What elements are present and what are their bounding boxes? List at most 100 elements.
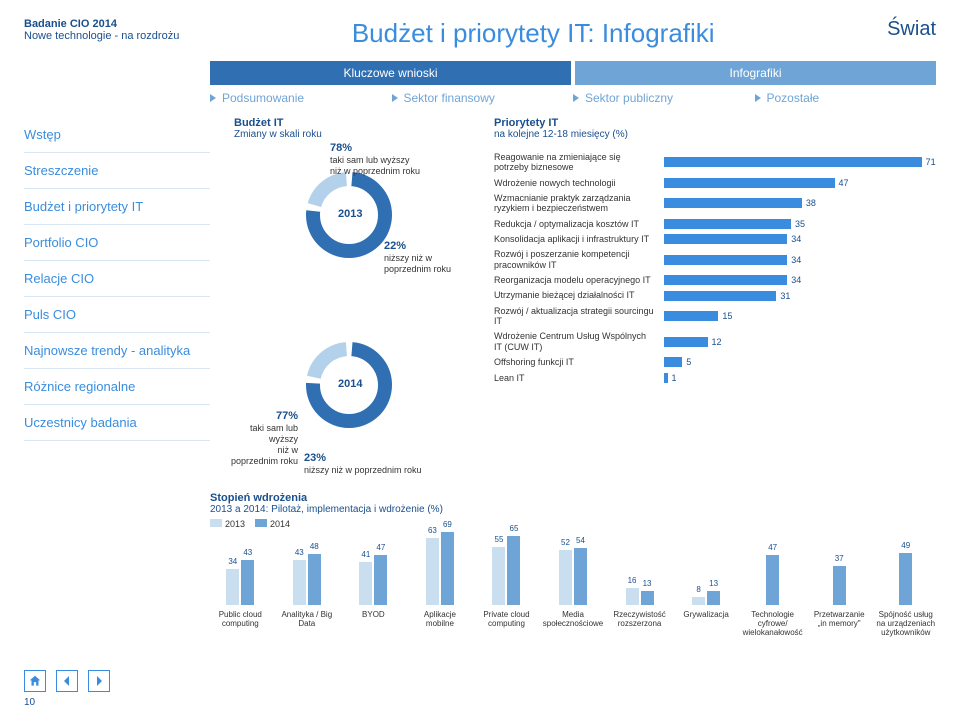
hbar-track: 1 xyxy=(664,373,936,383)
sidebar-item[interactable]: Portfolio CIO xyxy=(24,225,210,261)
subtab-other[interactable]: Pozostałe xyxy=(755,87,937,109)
hbar-fill xyxy=(664,178,835,188)
hbar-row: Wdrożenie Centrum Usług Wspólnych IT (CU… xyxy=(494,331,936,352)
bar-2013: 41 xyxy=(359,562,372,605)
hbar-track: 34 xyxy=(664,234,936,244)
gb-label: Private cloud computing xyxy=(476,611,537,635)
hbar-fill xyxy=(664,357,682,367)
hbar-row: Reagowanie na zmieniające się potrzeby b… xyxy=(494,152,936,173)
bar-2014: 43 xyxy=(241,560,254,605)
bar-2013: 34 xyxy=(226,569,239,605)
tab-key-findings[interactable]: Kluczowe wnioski xyxy=(210,61,571,85)
chevron-right-icon xyxy=(210,94,216,102)
hbar-track: 15 xyxy=(664,311,936,321)
bar-2014: 37 xyxy=(833,566,846,605)
donut-subheading: Zmiany w skali roku xyxy=(234,129,464,140)
footer-nav xyxy=(24,670,110,692)
adoption-chart: Stopień wdrożenia 2013 a 2014: Pilotaż, … xyxy=(210,492,936,635)
hbar-value: 71 xyxy=(926,157,936,167)
hbar-label: Reorganizacja modelu operacyjnego IT xyxy=(494,275,664,285)
bar-2014: 13 xyxy=(707,591,720,605)
tab-infographics[interactable]: Infografiki xyxy=(575,61,936,85)
hbar-value: 34 xyxy=(791,255,801,265)
sub-tabs: Podsumowanie Sektor finansowy Sektor pub… xyxy=(210,87,936,109)
report-header: Badanie CIO 2014 Nowe technologie - na r… xyxy=(24,18,179,42)
hbar-fill xyxy=(664,373,668,383)
sidebar-item[interactable]: Najnowsze trendy - analityka xyxy=(24,333,210,369)
legend-label-2013: 2013 xyxy=(225,519,245,529)
legend-label-2014: 2014 xyxy=(270,519,290,529)
study-name: Badanie CIO 2014 xyxy=(24,18,179,30)
donut-2013: 2013 78%taki sam lub wyższyniż w poprzed… xyxy=(234,140,464,310)
gb-label: Rzeczywistość rozszerzona xyxy=(609,611,670,635)
hbar-track: 47 xyxy=(664,178,936,188)
page-title: Budżet i priorytety IT: Infografiki xyxy=(352,18,715,49)
hbar-value: 47 xyxy=(839,178,849,188)
bar-2014: 65 xyxy=(507,536,520,605)
donut-year: 2013 xyxy=(338,208,362,220)
hbar-row: Rozwój i poszerzanie kompetencji pracown… xyxy=(494,249,936,270)
gb-label: BYOD xyxy=(362,611,385,635)
hbar-track: 31 xyxy=(664,291,936,301)
sidebar-item[interactable]: Uczestnicy badania xyxy=(24,405,210,441)
gb-group: 49 Spójność usług na urządzeniach użytko… xyxy=(875,531,936,635)
hbar-fill xyxy=(664,291,776,301)
hbar-label: Lean IT xyxy=(494,373,664,383)
prev-button[interactable] xyxy=(56,670,78,692)
hbar-fill xyxy=(664,198,802,208)
bar-2013: 8 xyxy=(692,597,705,605)
budget-donuts: Budżet IT Zmiany w skali roku 2013 78%ta… xyxy=(234,117,464,480)
sidebar-item[interactable]: Puls CIO xyxy=(24,297,210,333)
adoption-legend: 2013 2014 xyxy=(210,519,936,529)
hbar-fill xyxy=(664,337,708,347)
hbar-fill xyxy=(664,234,787,244)
bars-subheading: na kolejne 12-18 miesięcy (%) xyxy=(494,129,936,140)
hbar-value: 31 xyxy=(780,291,790,301)
gb-group: 55 65 Private cloud computing xyxy=(476,531,537,635)
legend-swatch-2014 xyxy=(255,519,267,527)
hbar-label: Reagowanie na zmieniające się potrzeby b… xyxy=(494,152,664,173)
chevron-right-icon xyxy=(755,94,761,102)
hbar-track: 12 xyxy=(664,337,936,347)
sidebar-item[interactable]: Relacje CIO xyxy=(24,261,210,297)
sidebar-item[interactable]: Różnice regionalne xyxy=(24,369,210,405)
bar-2013: 43 xyxy=(293,560,306,605)
hbar-track: 71 xyxy=(664,157,936,167)
home-button[interactable] xyxy=(24,670,46,692)
hbar-row: Redukcja / optymalizacja kosztów IT 35 xyxy=(494,219,936,229)
hbar-row: Konsolidacja aplikacji i infrastruktury … xyxy=(494,234,936,244)
hbar-fill xyxy=(664,157,922,167)
gb-label: Analityka / Big Data xyxy=(277,611,338,635)
hbar-track: 35 xyxy=(664,219,936,229)
sidebar-nav: WstępStreszczenieBudżet i priorytety ITP… xyxy=(24,109,210,480)
chevron-right-icon xyxy=(94,676,104,686)
gb-group: 63 69 Aplikacje mobilne xyxy=(410,531,471,635)
hbar-label: Wdrożenie nowych technologii xyxy=(494,178,664,188)
hbar-label: Konsolidacja aplikacji i infrastruktury … xyxy=(494,234,664,244)
hbar-fill xyxy=(664,255,787,265)
subtab-summary[interactable]: Podsumowanie xyxy=(210,87,392,109)
bar-2013: 55 xyxy=(492,547,505,605)
page-number: 10 xyxy=(24,697,35,708)
tab-infographics-label: Infografiki xyxy=(729,66,781,80)
sidebar-item[interactable]: Budżet i priorytety IT xyxy=(24,189,210,225)
home-icon xyxy=(28,674,42,688)
gb-group: 34 43 Public cloud computing xyxy=(210,531,271,635)
hbar-value: 34 xyxy=(791,275,801,285)
gb-group: 37 Przetwarzanie „in memory" xyxy=(809,531,870,635)
donut-lower-label: 22%niższy niż w poprzednim roku xyxy=(384,240,464,275)
donut-2014: 2014 77%taki sam lub wyższyniż w poprzed… xyxy=(234,310,464,480)
bars-heading: Priorytety IT xyxy=(494,117,936,129)
subtab-financial[interactable]: Sektor finansowy xyxy=(392,87,574,109)
sidebar-item[interactable]: Streszczenie xyxy=(24,153,210,189)
scope-label: Świat xyxy=(887,18,936,41)
gb-group: 8 13 Grywalizacja xyxy=(676,531,737,635)
gb-label: Aplikacje mobilne xyxy=(410,611,471,635)
next-button[interactable] xyxy=(88,670,110,692)
hbar-track: 5 xyxy=(664,357,936,367)
subtab-public[interactable]: Sektor publiczny xyxy=(573,87,755,109)
hbar-fill xyxy=(664,219,791,229)
hbar-label: Rozwój i poszerzanie kompetencji pracown… xyxy=(494,249,664,270)
bar-2014: 47 xyxy=(374,555,387,605)
sidebar-item[interactable]: Wstęp xyxy=(24,117,210,153)
